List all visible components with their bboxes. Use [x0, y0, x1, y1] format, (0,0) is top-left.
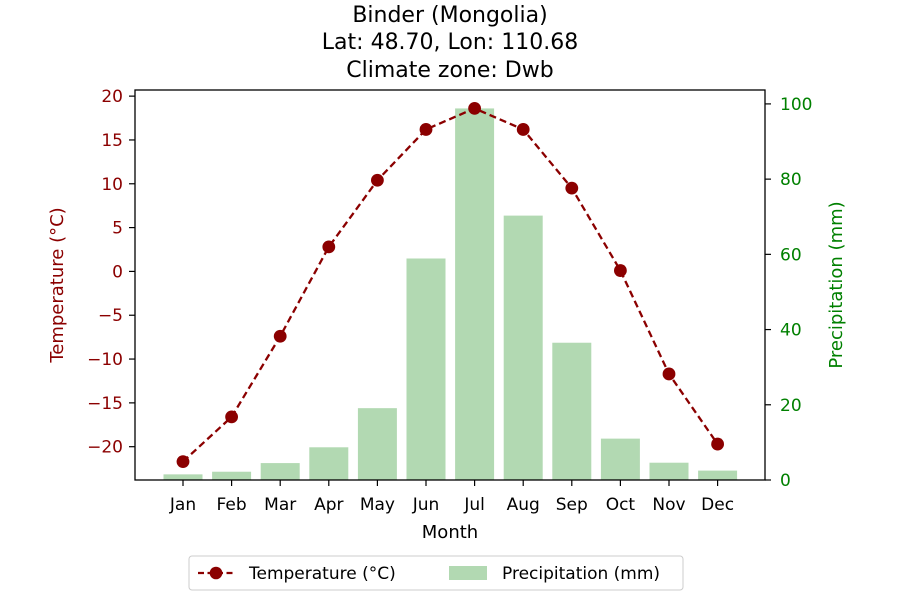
- temperature-axis: 20 15 10 5 0 −5 −10 −15 −20: [87, 87, 135, 458]
- chart-title-line-3: Climate zone: Dwb: [346, 58, 553, 83]
- x-tick-label: Nov: [652, 495, 685, 515]
- temperature-point-oct: [614, 264, 627, 277]
- temperature-point-nov: [662, 367, 676, 381]
- x-tick-label: Aug: [507, 495, 540, 515]
- temperature-point-may: [371, 173, 384, 187]
- precipitation-bar-nov: [649, 462, 689, 480]
- precipitation-bar-jul: [455, 108, 495, 480]
- precipitation-tick-label: 40: [780, 321, 802, 341]
- x-tick-label: Mar: [264, 495, 296, 515]
- temperature-point-jul: [468, 102, 481, 115]
- precipitation-axis: 0 20 40 60 80 100: [765, 95, 812, 491]
- precipitation-tick-label: 100: [780, 95, 812, 115]
- temperature-point-feb: [225, 410, 239, 424]
- x-tick-label: Sep: [556, 495, 588, 515]
- temperature-point-dec: [711, 437, 724, 451]
- x-tick-label: Dec: [701, 495, 734, 515]
- temperature-axis-label: Temperature (°C): [47, 207, 68, 363]
- legend-temperature-marker: [209, 566, 223, 580]
- precipitation-bars: [163, 108, 738, 480]
- x-axis-label: Month: [422, 522, 478, 543]
- precipitation-bar-feb: [212, 471, 252, 480]
- plot-area-frame: [134, 89, 766, 481]
- x-tick-label: May: [360, 495, 395, 515]
- temperature-line: [182, 107, 719, 463]
- temperature-tick-label: 20: [101, 87, 123, 107]
- temperature-tick-label: 0: [112, 262, 123, 282]
- x-tick-label: Oct: [606, 495, 636, 515]
- precipitation-bar-aug: [503, 215, 543, 480]
- precipitation-axis-label: Precipitation (mm): [826, 201, 847, 368]
- temperature-point-aug: [516, 123, 530, 136]
- legend-precipitation-label: Precipitation (mm): [502, 564, 660, 584]
- temperature-point-jun: [419, 123, 433, 136]
- x-tick-label: Feb: [217, 495, 247, 515]
- x-tick-label: Jul: [463, 495, 485, 515]
- temperature-tick-label: −15: [87, 394, 123, 414]
- temperature-point-jan: [176, 455, 190, 468]
- temperature-point-apr: [322, 240, 336, 254]
- temperature-point-mar: [273, 329, 287, 343]
- chart-title-line-1: Binder (Mongolia): [352, 3, 547, 28]
- precipitation-bar-dec: [698, 470, 738, 480]
- temperature-tick-label: −5: [98, 306, 123, 326]
- x-tick-label: Jun: [412, 495, 440, 515]
- precipitation-tick-label: 20: [780, 396, 802, 416]
- precipitation-bar-jun: [406, 258, 446, 480]
- precipitation-bar-may: [357, 408, 397, 480]
- temperature-tick-label: −10: [87, 350, 123, 370]
- precipitation-bar-mar: [260, 463, 300, 480]
- temperature-series: [176, 102, 724, 468]
- precipitation-bar-sep: [552, 342, 592, 480]
- temperature-tick-label: 10: [101, 175, 123, 195]
- precipitation-tick-label: 60: [780, 245, 802, 265]
- chart-title-line-2: Lat: 48.70, Lon: 110.68: [322, 30, 578, 55]
- temperature-tick-label: −20: [87, 438, 123, 458]
- x-tick-label: Apr: [314, 495, 343, 515]
- legend-box: [188, 555, 684, 591]
- legend-temperature-label: Temperature (°C): [248, 564, 396, 584]
- precipitation-bar-jan: [163, 474, 203, 480]
- x-tick-label: Jan: [169, 495, 196, 515]
- precipitation-bar-apr: [309, 447, 349, 480]
- precipitation-tick-label: 80: [780, 170, 802, 190]
- legend-precipitation-swatch: [449, 566, 487, 580]
- temperature-tick-label: 15: [101, 131, 123, 151]
- temperature-point-sep: [565, 181, 579, 195]
- precipitation-bar-oct: [600, 438, 640, 480]
- x-axis: Jan Feb Mar Apr May Jun Jul Aug Sep Oct Nov Dec: [169, 480, 734, 515]
- temperature-tick-label: 5: [112, 219, 123, 239]
- precipitation-tick-label: 0: [780, 471, 791, 491]
- legend: Temperature (°C) Precipitation (mm): [188, 555, 684, 591]
